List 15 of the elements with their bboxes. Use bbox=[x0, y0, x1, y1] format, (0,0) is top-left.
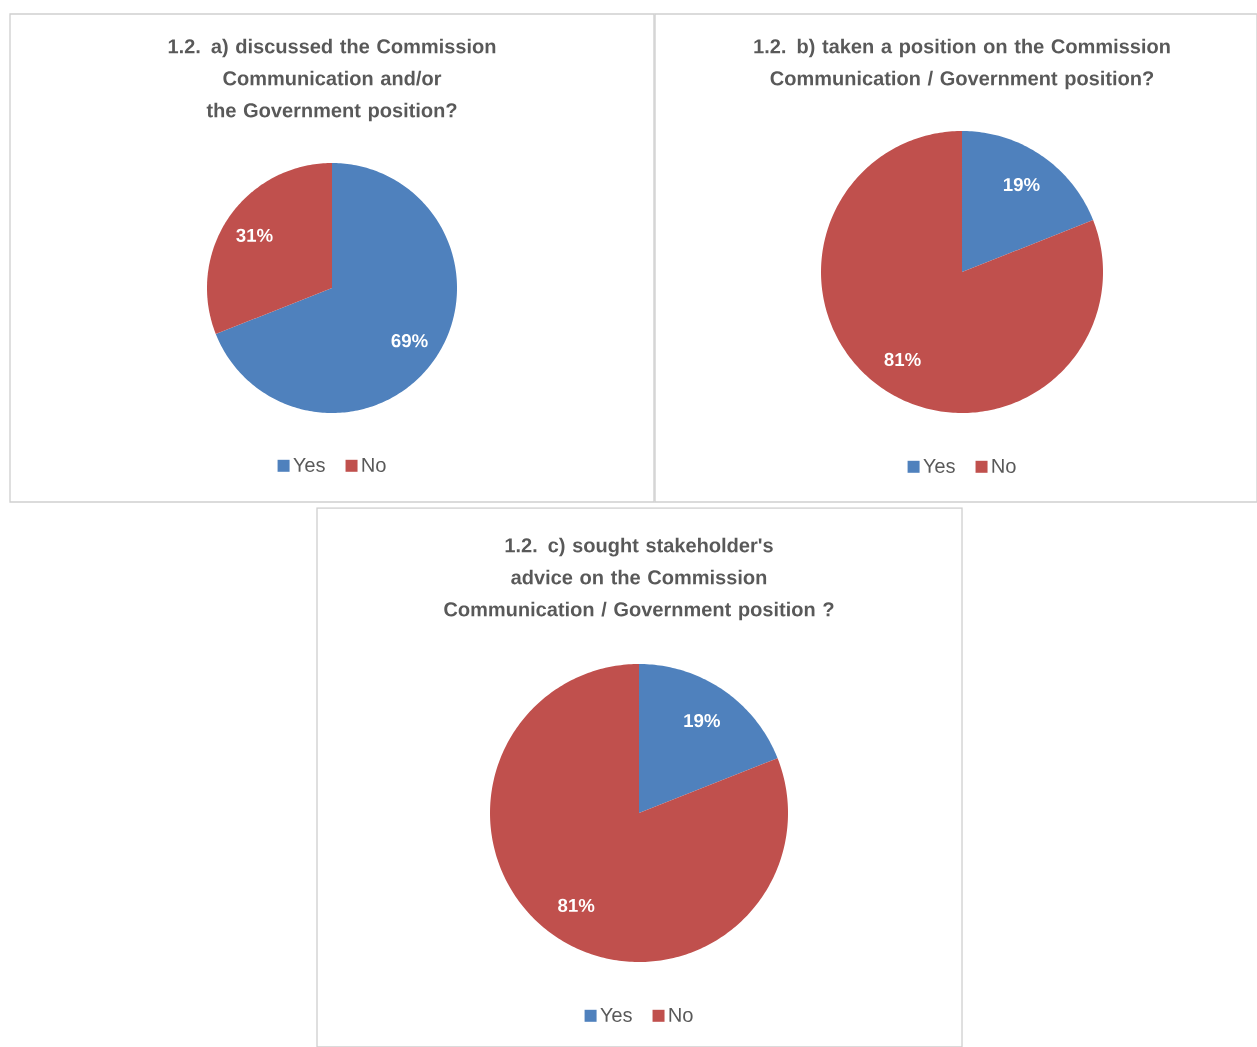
legend-label: Yes bbox=[600, 1008, 632, 1022]
data-label: 81% bbox=[558, 898, 595, 913]
data-label: 31% bbox=[236, 228, 273, 242]
legend-label: No bbox=[362, 458, 386, 472]
data-label: 19% bbox=[684, 713, 720, 728]
legend-label: Yes bbox=[923, 459, 955, 473]
data-label: 19% bbox=[1003, 177, 1040, 192]
chart-title: 1.2. b) taken a position on the Commission Communication / Government position? bbox=[754, 38, 1170, 90]
legend-label: No bbox=[669, 1008, 693, 1022]
chart-title: 1.2. a) discussed the Commission Communication and/or the Government position? bbox=[168, 38, 496, 122]
data-label: 69% bbox=[391, 334, 428, 348]
chart-title: 1.2. c) sought stakeholder's advice on the Commission Communication / Government position ? bbox=[444, 537, 834, 621]
data-label: 81% bbox=[884, 352, 921, 367]
legend-label: No bbox=[992, 459, 1016, 473]
legend-label: Yes bbox=[293, 458, 325, 472]
